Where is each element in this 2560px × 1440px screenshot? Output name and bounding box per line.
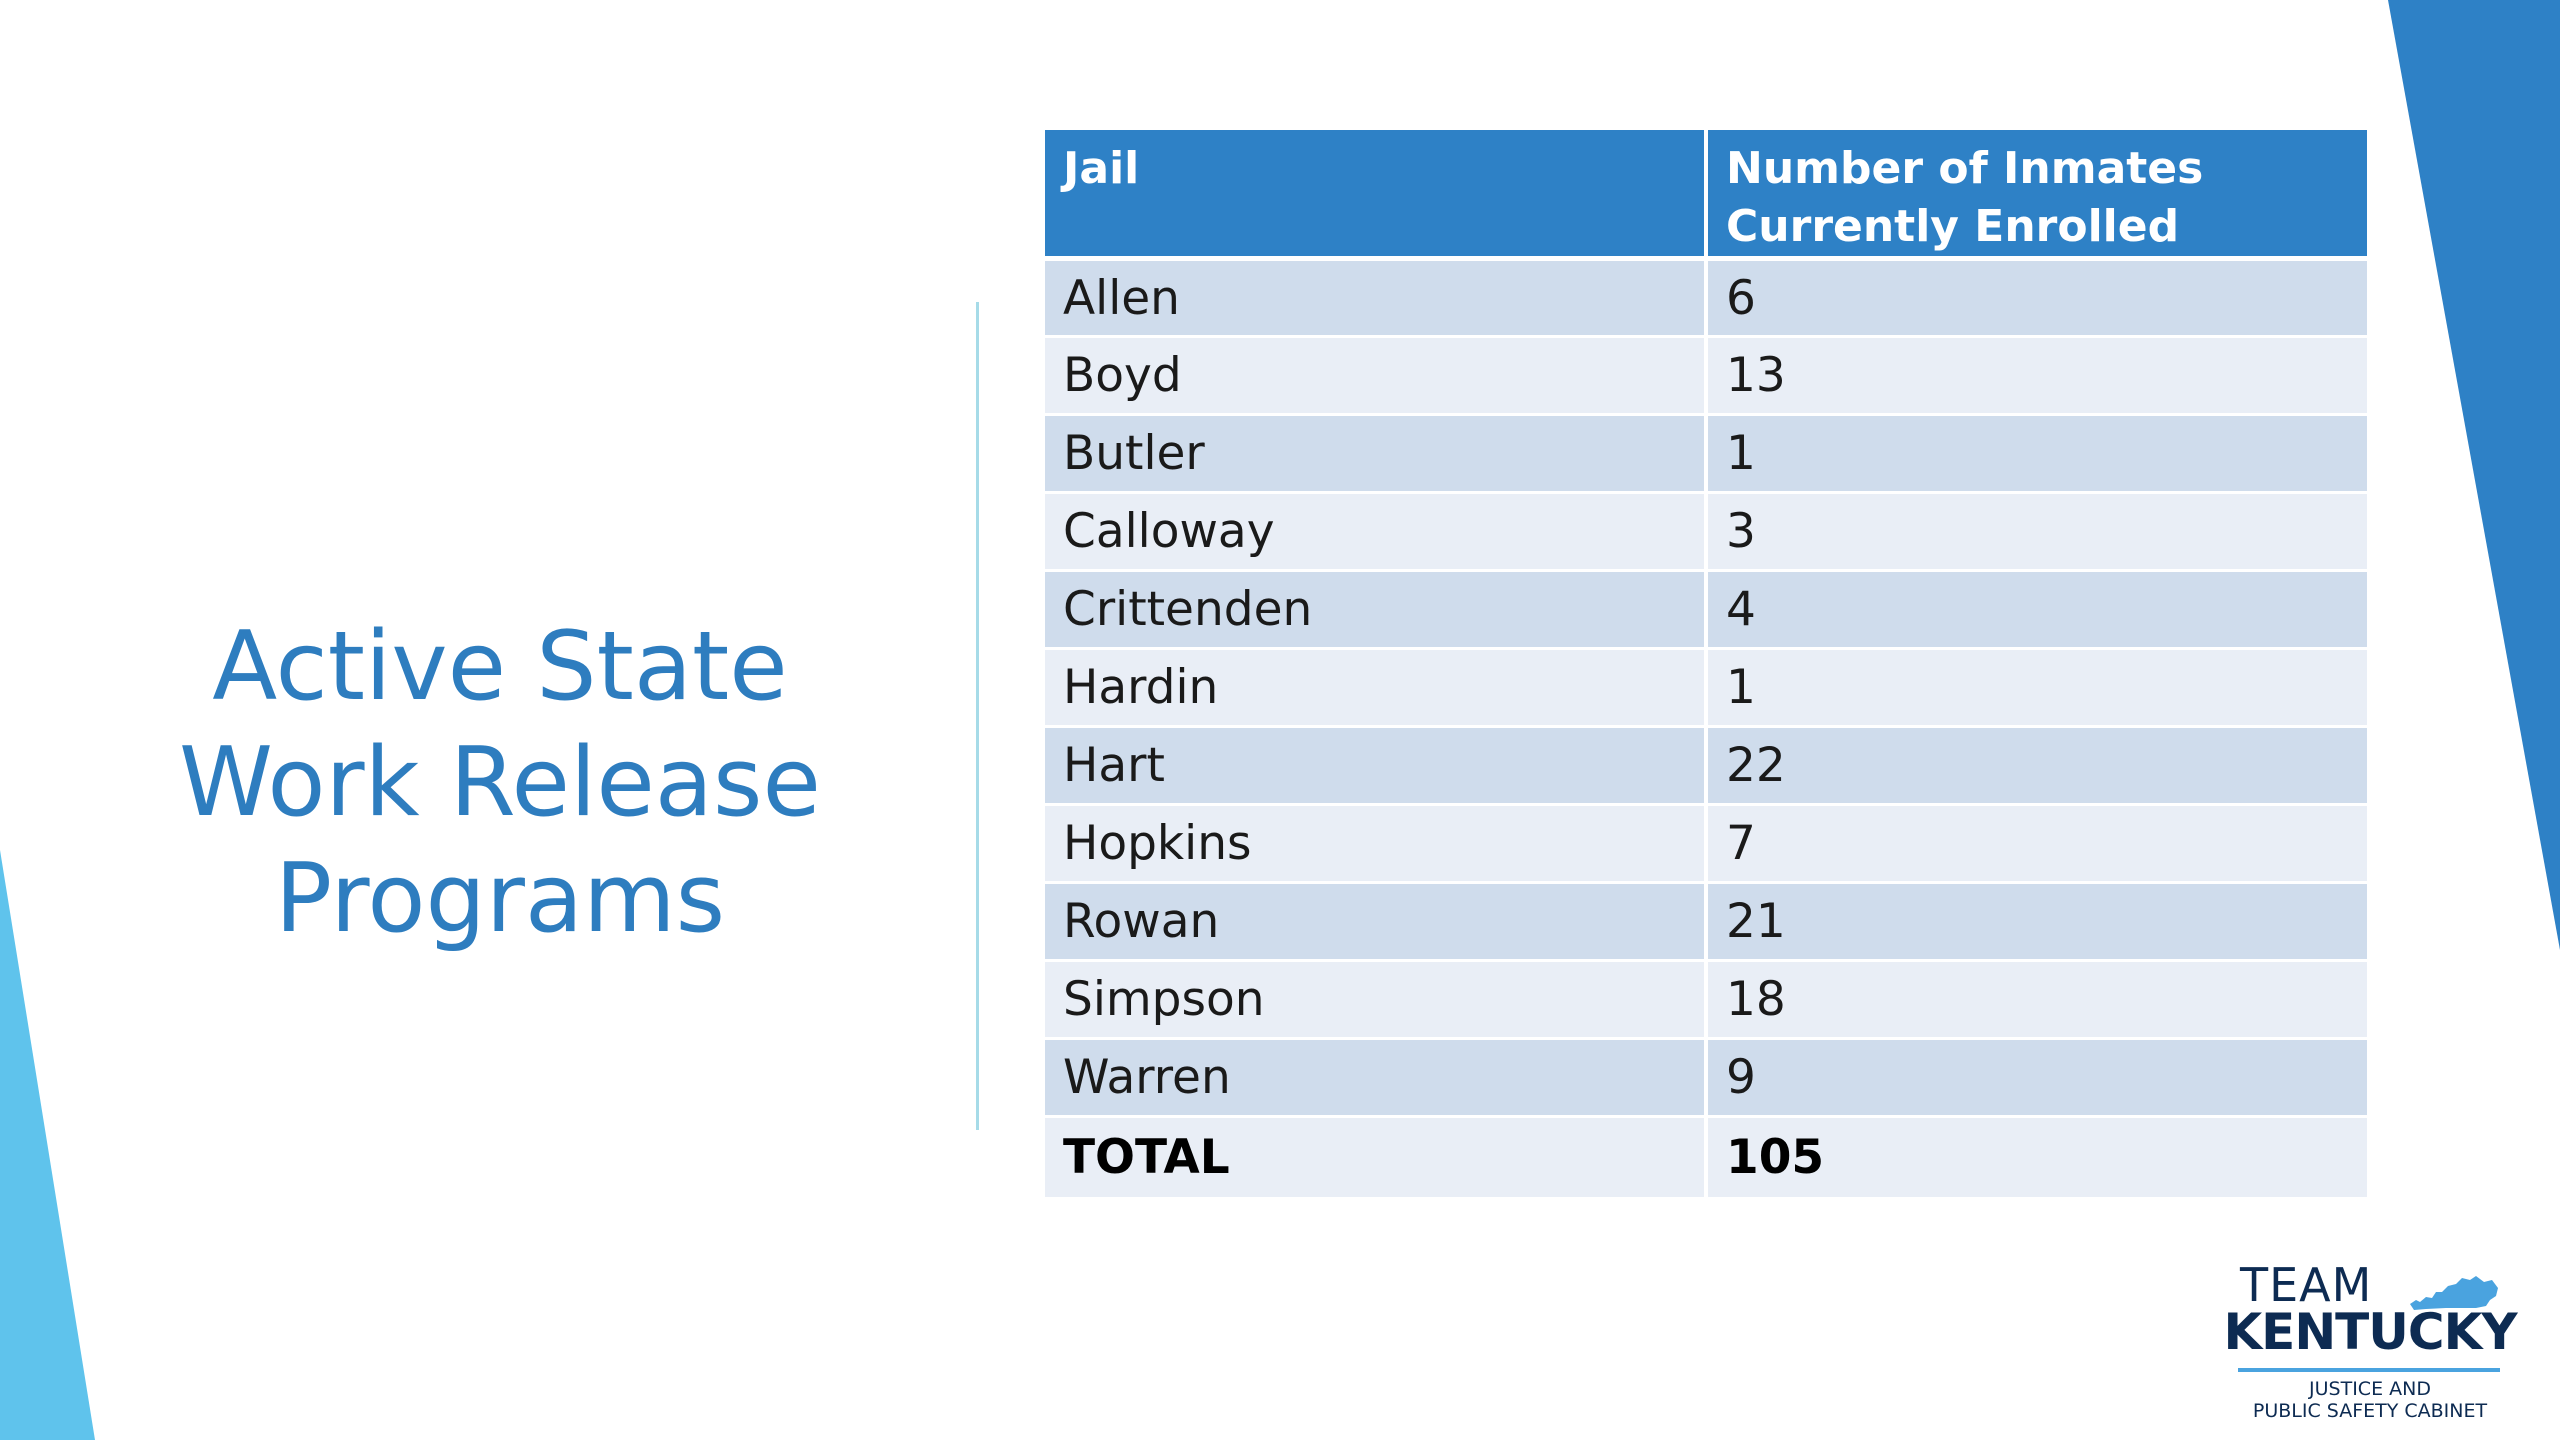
slide-title: Active State Work Release Programs	[150, 609, 850, 957]
jail-cell: Boyd	[1045, 336, 1708, 416]
table-row: Hart 22	[1045, 726, 2367, 806]
jail-cell: Hardin	[1045, 648, 1708, 728]
jail-cell: Rowan	[1045, 882, 1708, 962]
table-row: Hardin 1	[1045, 648, 2367, 728]
count-cell: 1	[1706, 414, 2367, 494]
total-row: TOTAL 105	[1045, 1116, 2367, 1200]
kentucky-state-icon	[2410, 1276, 2498, 1310]
logo-subtitle-line-2: PUBLIC SAFETY CABINET	[2252, 1400, 2488, 1422]
jail-cell: Hopkins	[1045, 804, 1708, 884]
count-cell: 13	[1706, 336, 2367, 416]
title-line-2: Work Release	[179, 727, 821, 838]
table-row: Simpson 18	[1045, 960, 2367, 1040]
jail-cell: Crittenden	[1045, 570, 1708, 650]
count-cell: 3	[1706, 492, 2367, 572]
count-cell: 1	[1706, 648, 2367, 728]
header-inmates-enrolled: Number of Inmates Currently Enrolled	[1706, 130, 2367, 261]
logo-rule	[2238, 1368, 2500, 1372]
table-row: Rowan 21	[1045, 882, 2367, 962]
jail-cell: Hart	[1045, 726, 1708, 806]
top-right-blue-shape	[2388, 0, 2560, 950]
table-row: Calloway 3	[1045, 492, 2367, 572]
total-label: TOTAL	[1045, 1116, 1708, 1200]
logo-subtitle: JUSTICE AND PUBLIC SAFETY CABINET	[2210, 1378, 2530, 1422]
jail-cell: Allen	[1045, 258, 1708, 338]
logo-team-text: TEAM	[2240, 1258, 2373, 1312]
vertical-divider	[976, 302, 979, 1130]
table-row: Boyd 13	[1045, 336, 2367, 416]
logo-subtitle-line-1: JUSTICE AND	[2309, 1378, 2431, 1400]
title-line-3: Programs	[274, 843, 726, 954]
count-cell: 18	[1706, 960, 2367, 1040]
count-cell: 22	[1706, 726, 2367, 806]
total-count: 105	[1706, 1116, 2367, 1200]
jail-cell: Warren	[1045, 1038, 1708, 1118]
jail-cell: Calloway	[1045, 492, 1708, 572]
header-jail: Jail	[1045, 130, 1708, 261]
title-line-1: Active State	[212, 611, 788, 722]
table-row: Allen 6	[1045, 258, 2367, 338]
table-row: Hopkins 7	[1045, 804, 2367, 884]
jail-cell: Butler	[1045, 414, 1708, 494]
count-cell: 6	[1706, 258, 2367, 338]
bottom-left-blue-shape	[0, 850, 95, 1440]
work-release-table: Jail Number of Inmates Currently Enrolle…	[1045, 130, 2367, 1200]
logo-kentucky-text: KENTUCKY	[2223, 1303, 2517, 1361]
jail-cell: Simpson	[1045, 960, 1708, 1040]
table-header-row: Jail Number of Inmates Currently Enrolle…	[1045, 130, 2367, 261]
count-cell: 9	[1706, 1038, 2367, 1118]
count-cell: 21	[1706, 882, 2367, 962]
table-row: Crittenden 4	[1045, 570, 2367, 650]
table-row: Butler 1	[1045, 414, 2367, 494]
table-row: Warren 9	[1045, 1038, 2367, 1118]
count-cell: 7	[1706, 804, 2367, 884]
count-cell: 4	[1706, 570, 2367, 650]
team-kentucky-logo: TEAM KENTUCKY JUSTICE AND PUBLIC SAFETY …	[2210, 1260, 2530, 1430]
